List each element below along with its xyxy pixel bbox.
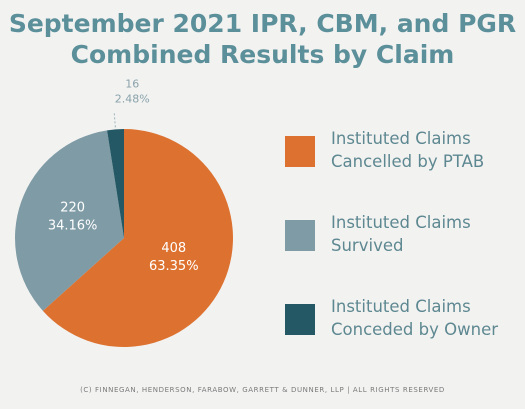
legend-item-conceded: Instituted Claims Conceded by Owner [285,295,525,345]
data-label-value-survived: 220 [60,201,85,216]
legend-item-survived: Instituted Claims Survived [285,211,525,261]
legend-swatch-conceded [285,304,315,335]
pie-slice-survived [14,130,125,311]
chart-title: September 2021 IPR, CBM, and PGR Combine… [8,9,517,69]
data-label-value-cancelled: 408 [161,241,186,256]
data-label-value-conceded: 16 [125,77,139,90]
legend-item-cancelled: Instituted Claims Cancelled by PTAB [285,127,525,177]
data-label-percent-cancelled: 63.35% [149,259,199,274]
copyright-footer: (C) FINNEGAN, HENDERSON, FARABOW, GARRET… [80,386,445,394]
data-label-percent-conceded: 2.48% [115,92,150,105]
legend-label-survived: Instituted Claims Survived [331,213,471,255]
legend-label-cancelled: Instituted Claims Cancelled by PTAB [331,129,485,171]
legend-swatch-cancelled [285,136,315,167]
legend-swatch-survived [285,220,315,251]
legend-label-conceded: Instituted Claims Conceded by Owner [331,297,498,339]
pie-slice-cancelled [42,129,233,347]
data-label-percent-survived: 34.16% [48,219,98,234]
legend: Instituted Claims Cancelled by PTAB Inst… [285,127,525,379]
leader-line-conceded [113,113,116,128]
pie-slice-conceded [107,129,124,238]
